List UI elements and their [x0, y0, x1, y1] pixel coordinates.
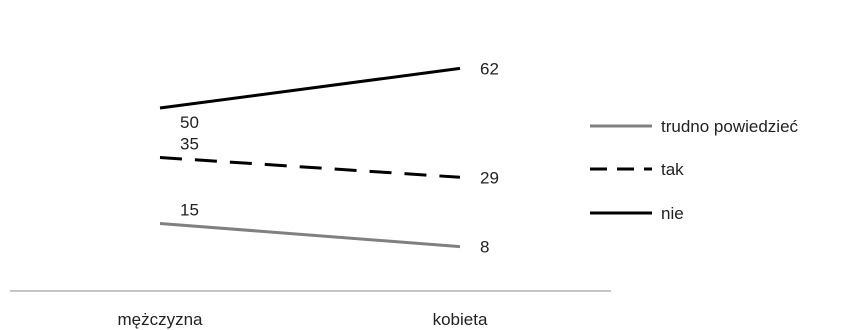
legend-label-nie: nie	[661, 204, 684, 223]
data-labels: 15 8 35 29 50 62	[180, 59, 499, 256]
series-layer	[159, 66, 461, 249]
data-label-nie-mezczyzna: 50	[180, 113, 199, 132]
x-tick-label-kobieta: kobieta	[433, 310, 488, 329]
data-label-trudno-powiedziec-mezczyzna: 15	[180, 201, 199, 220]
series-line-nie	[159, 66, 461, 110]
series-line-tak	[159, 156, 461, 179]
data-label-nie-kobieta: 62	[480, 59, 499, 78]
x-tick-label-mezczyzna: mężczyzna	[117, 310, 203, 329]
data-label-trudno-powiedziec-kobieta: 8	[480, 238, 489, 257]
data-label-tak-kobieta: 29	[480, 168, 499, 187]
legend-label-trudno-powiedziec: trudno powiedzieć	[661, 117, 799, 136]
legend: trudno powiedzieć tak nie	[590, 117, 799, 223]
x-tick-labels: mężczyzna kobieta	[117, 310, 487, 329]
legend-label-tak: tak	[661, 160, 684, 179]
series-line-trudno-powiedziec	[159, 222, 461, 249]
data-label-tak-mezczyzna: 35	[180, 135, 199, 154]
